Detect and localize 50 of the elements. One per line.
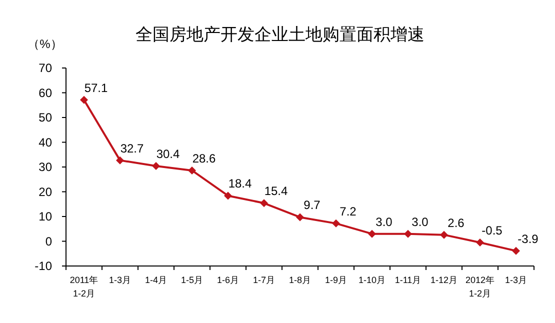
y-axis-title: （%） — [28, 37, 62, 51]
point — [296, 213, 304, 222]
point — [188, 166, 196, 174]
x-tick-label: 1-5月 — [180, 275, 204, 285]
point — [440, 230, 448, 239]
y-tick-label: 50 — [38, 110, 52, 124]
x-tick-label: 1-4月 — [144, 275, 168, 285]
point — [476, 238, 484, 246]
x-tick-label: 1-10月 — [358, 275, 386, 285]
point — [152, 162, 160, 170]
data-label: 3.0 — [376, 214, 393, 229]
data-label: -0.5 — [482, 223, 503, 238]
point — [80, 96, 88, 104]
point — [224, 192, 232, 200]
y-tick-label: 70 — [38, 61, 52, 75]
point — [116, 156, 124, 164]
data-label: 7.2 — [340, 204, 357, 218]
y-tick-label: 60 — [38, 86, 52, 100]
y-tick-label: 30 — [38, 160, 52, 174]
data-label: -3.9 — [518, 232, 539, 246]
chart-title: 全国房地产开发企业土地购置面积增速 — [136, 25, 424, 44]
y-tick-label: 40 — [38, 135, 52, 150]
x-tick-label: 1-6月 — [216, 275, 240, 285]
data-label: 28.6 — [192, 151, 216, 166]
point — [368, 230, 376, 238]
x-tick-label: 1-3月 — [504, 275, 528, 285]
data-label: 30.4 — [156, 147, 180, 162]
x-tick-label: 1-11月 — [394, 275, 422, 285]
y-tick-label: 10 — [38, 210, 52, 224]
x-tick-label: 2011年 1-2月 — [70, 275, 98, 298]
x-tick-label: 1-9月 — [324, 275, 348, 285]
data-label: 57.1 — [84, 80, 108, 95]
point — [332, 219, 340, 228]
x-tick-label: 1-8月 — [288, 275, 312, 285]
data-label: 2.6 — [448, 216, 465, 230]
x-tick-label: 1-12月 — [430, 275, 458, 285]
data-label: 9.7 — [304, 198, 321, 212]
data-label: 32.7 — [120, 141, 144, 156]
x-tick-label: 1-3月 — [108, 275, 132, 285]
x-tick-label: 2012年 1-2月 — [465, 275, 495, 298]
y-tick-label: 20 — [38, 184, 52, 199]
data-label: 15.4 — [264, 184, 288, 198]
data-label: 3.0 — [412, 214, 429, 229]
y-tick-label: 0 — [45, 234, 52, 248]
point — [404, 230, 412, 238]
point — [512, 246, 520, 255]
y-tick-label: -10 — [34, 259, 52, 273]
x-tick-label: 1-7月 — [252, 275, 276, 285]
point — [260, 199, 268, 208]
data-label: 18.4 — [228, 176, 252, 191]
